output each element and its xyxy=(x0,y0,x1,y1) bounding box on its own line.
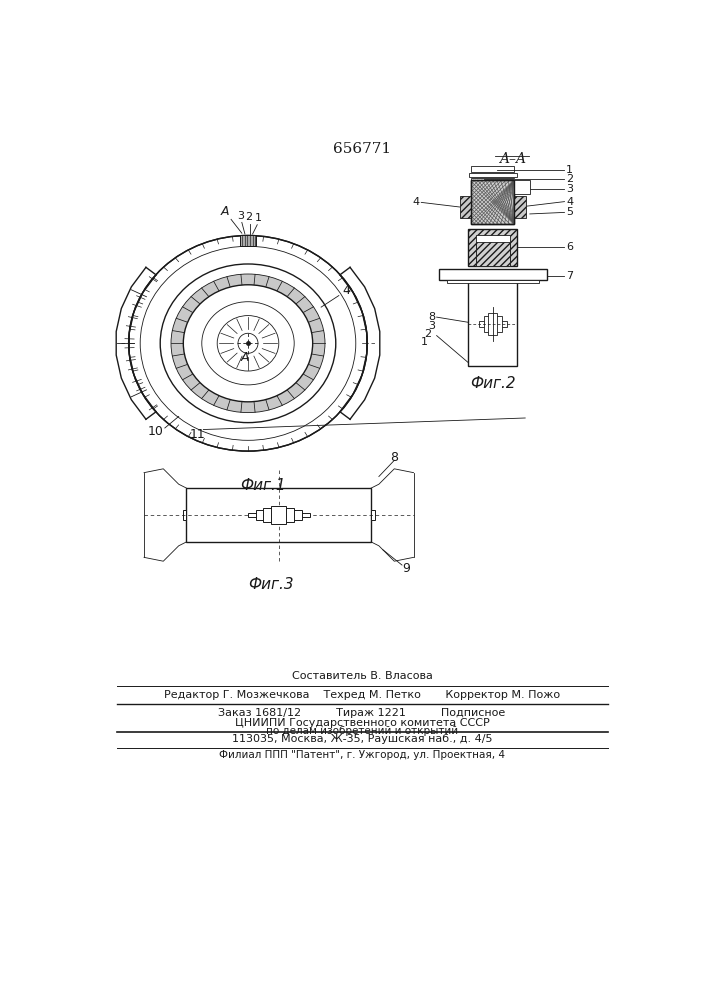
Text: 1: 1 xyxy=(255,213,262,223)
Bar xyxy=(240,235,256,246)
Text: 2: 2 xyxy=(245,212,252,222)
Text: 2: 2 xyxy=(566,174,573,184)
Text: Редактор Г. Мозжечкова    Техред М. Петко       Корректор М. Пожо: Редактор Г. Мозжечкова Техред М. Петко К… xyxy=(164,690,560,700)
Text: 3: 3 xyxy=(566,184,573,194)
Bar xyxy=(447,280,539,283)
Text: 8: 8 xyxy=(428,312,435,322)
Text: Фиг.1: Фиг.1 xyxy=(240,478,286,493)
Text: 1: 1 xyxy=(421,337,428,347)
Bar xyxy=(489,313,498,335)
Text: ЦНИИПИ Государственного комитета СССР: ЦНИИПИ Государственного комитета СССР xyxy=(235,718,489,728)
Text: 3: 3 xyxy=(237,211,244,221)
Text: 1: 1 xyxy=(566,165,573,175)
Bar xyxy=(484,316,502,332)
Bar xyxy=(264,508,294,522)
Text: 5: 5 xyxy=(566,207,573,217)
Text: 3: 3 xyxy=(428,321,435,331)
Ellipse shape xyxy=(171,274,325,413)
Text: Фиг.2: Фиг.2 xyxy=(470,376,515,391)
Bar xyxy=(182,510,187,520)
Text: 10: 10 xyxy=(148,425,163,438)
Text: 7: 7 xyxy=(566,271,573,281)
Bar xyxy=(468,229,518,266)
Text: 113035, Москва, Ж-35, Раушская наб., д. 4/5: 113035, Москва, Ж-35, Раушская наб., д. … xyxy=(232,734,492,744)
Text: Составитель В. Власова: Составитель В. Власова xyxy=(291,671,433,681)
Text: 4: 4 xyxy=(413,197,420,207)
Bar xyxy=(371,510,375,520)
Bar xyxy=(271,506,286,524)
Bar xyxy=(479,321,507,327)
Bar xyxy=(248,513,310,517)
Bar xyxy=(256,510,302,520)
Text: 9: 9 xyxy=(402,562,410,575)
Text: A–A: A–A xyxy=(498,152,525,166)
Text: 8: 8 xyxy=(390,451,398,464)
Bar xyxy=(472,180,515,224)
Text: Фиг.3: Фиг.3 xyxy=(248,577,294,592)
Bar xyxy=(472,180,515,224)
Bar xyxy=(472,178,515,181)
Ellipse shape xyxy=(183,285,312,402)
Bar xyxy=(472,166,515,172)
Text: 2: 2 xyxy=(424,329,431,339)
Text: 4: 4 xyxy=(343,284,351,297)
Bar xyxy=(439,269,547,280)
Bar xyxy=(476,242,510,266)
Bar xyxy=(515,196,526,218)
Ellipse shape xyxy=(129,235,368,451)
Bar xyxy=(468,282,518,366)
Text: 6: 6 xyxy=(566,242,573,252)
Text: 11: 11 xyxy=(190,428,206,441)
Bar xyxy=(469,173,517,177)
Circle shape xyxy=(238,333,258,353)
Text: A: A xyxy=(221,205,229,218)
Text: 4: 4 xyxy=(566,197,573,207)
Text: Филиал ППП "Патент", г. Ужгород, ул. Проектная, 4: Филиал ППП "Патент", г. Ужгород, ул. Про… xyxy=(219,750,505,760)
Bar xyxy=(187,488,371,542)
Bar xyxy=(240,235,256,246)
Bar xyxy=(476,235,510,266)
Text: A: A xyxy=(240,351,249,364)
Text: Заказ 1681/12          Тираж 1221          Подписное: Заказ 1681/12 Тираж 1221 Подписное xyxy=(218,708,506,718)
Text: 656771: 656771 xyxy=(333,142,391,156)
Bar xyxy=(515,180,530,194)
Bar xyxy=(460,196,472,218)
Text: по делам изобретений и открытий: по делам изобретений и открытий xyxy=(266,726,458,736)
